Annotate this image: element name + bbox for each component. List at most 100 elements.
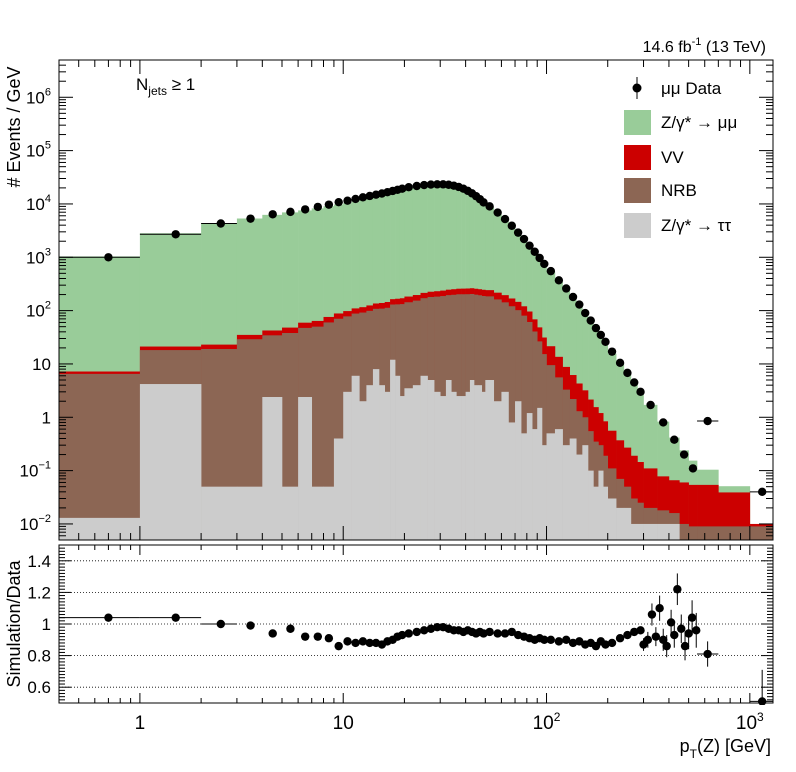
y-tick-base: 10 [26,248,45,267]
ratio-point [493,629,502,638]
x-tick-label: 102 [533,710,561,734]
ratio-panel: 0.60.811.21.41 10 102 103 [27,544,774,734]
data-point [412,181,421,191]
hist-bar [262,397,283,540]
hist-bar [521,315,528,540]
hist-bar [688,484,698,540]
xlabel-sub: T [690,747,698,761]
data-point [757,487,767,497]
legend: μμ Data Z/γ* → μμ VV NRB Z/γ* → ττ [624,77,737,238]
y-tick-label: 102 [26,300,51,321]
ratio-point [412,627,421,637]
legend-label: VV [661,148,684,167]
data-point [703,416,712,426]
data-point [646,400,655,410]
ratio-point [692,626,701,635]
hist-bar [688,526,698,540]
data-point [562,284,571,293]
hist-bar [139,384,202,540]
y-tick-label: 104 [26,193,51,214]
hist-bar [59,373,141,540]
hist-bar [623,507,632,540]
data-point [485,202,494,211]
data-point [659,418,668,427]
y-tick-label: 10−1 [20,460,51,481]
main-frame [58,59,774,541]
data-point [581,308,590,318]
y-tick-exp: 4 [45,193,51,205]
y-tick-label: 103 [26,246,51,267]
x-tick-label: 1 [135,713,146,734]
data-point [300,205,310,214]
data-point [670,435,679,444]
hist-bar [477,385,483,540]
ratio-point [485,627,494,637]
hist-bar [598,470,604,540]
data-point [286,207,295,217]
ratio-point [643,635,653,644]
x-tick-base: 10 [533,713,554,734]
x-tick-base: 10 [736,713,757,734]
hist-bar [474,385,479,540]
hist-bar [679,482,689,540]
data-point [636,387,645,397]
ratio-point [313,632,323,641]
y-tick-label: 10 [32,355,51,374]
data-point [507,221,517,230]
lumi-exp: -1 [692,36,702,48]
hist-bar [537,407,543,540]
data-point [540,259,549,269]
hist-bar [412,385,421,540]
y-tick-exp: 5 [45,140,51,152]
stack-histograms [59,184,773,540]
x-tick-base: 1 [135,713,146,734]
hist-bar [372,369,380,540]
y-tick-base: 10 [20,515,39,534]
hist-bar [236,486,263,540]
xlabel-rest: (Z) [GeV] [697,736,771,756]
hist-bar [616,507,625,540]
njets-annotation: Njets ≥ 1 [136,75,195,98]
data-point [334,197,343,207]
x-tick-base: 10 [333,713,354,734]
hist-bar [359,401,367,540]
y-tick-exp: 3 [45,246,51,258]
hist-bar [379,385,386,540]
njets-base: N [136,75,148,94]
data-point [500,214,510,224]
ratio-y-tick-label: 0.8 [27,647,51,666]
hist-bar [697,526,719,540]
njets-rest: ≥ 1 [167,75,195,94]
data-point [530,247,539,256]
hist-bar [282,486,299,540]
main-y-axis-label: # Events / GeV [4,66,24,187]
hist-bar [569,438,577,540]
hist-bar [668,480,680,540]
data-point [426,180,436,189]
y-tick-base: 10 [26,142,45,161]
hist-bar [526,413,533,540]
lumi-label: 14.6 fb-1 (13 TeV) [643,36,766,56]
y-tick-exp: 6 [45,86,51,98]
hist-bar [323,322,335,540]
hist-bar [630,523,638,540]
data-point [596,330,606,340]
ratio-point [540,635,549,644]
legend-label: Z/γ* → μμ [661,113,737,132]
hist-bar [749,526,773,540]
data-point [591,323,601,333]
hist-bar [59,517,141,540]
njets-sub: jets [147,84,167,98]
hist-bar [508,422,516,540]
legend-swatch [624,213,651,238]
hist-bar [657,523,670,540]
data-point [513,228,523,237]
data-point [630,378,639,387]
ratio-point [216,619,226,629]
data-point [688,464,698,473]
ratio-point [343,637,352,646]
ratio-point [687,613,697,622]
ratio-point [607,638,617,648]
